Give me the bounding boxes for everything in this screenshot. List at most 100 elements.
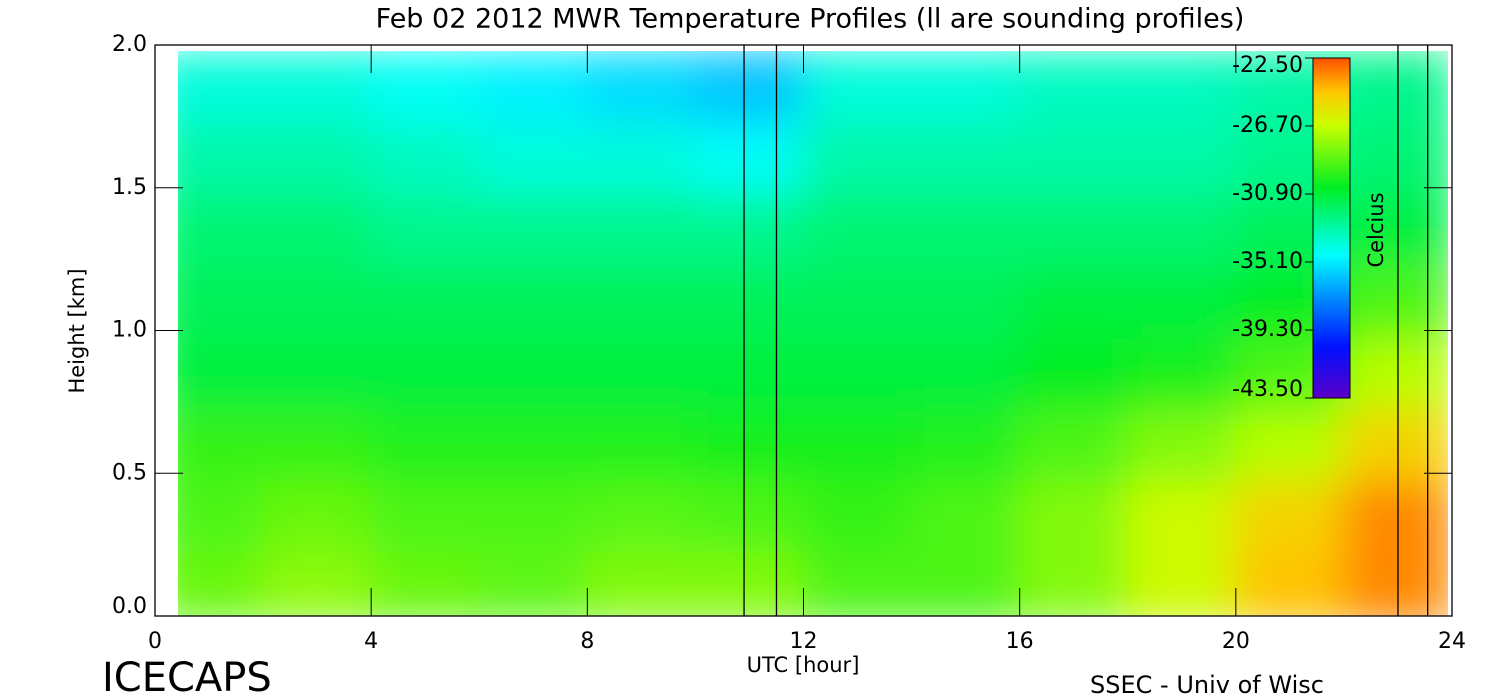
- heat-cell: [910, 122, 1021, 196]
- heat-cell: [178, 336, 265, 411]
- heat-cell: [1342, 336, 1448, 411]
- x-tick-label: 16: [1006, 629, 1034, 654]
- heat-cell: [478, 122, 589, 196]
- footer-right: SSEC - Univ of Wisc: [1090, 671, 1324, 699]
- heat-cell: [478, 51, 589, 125]
- heat-cell: [1126, 193, 1237, 268]
- heat-cell: [802, 265, 913, 339]
- heat-cell: [910, 336, 1021, 411]
- x-tick-label: 4: [364, 629, 378, 654]
- y-tick-label: 0.5: [112, 460, 147, 485]
- heat-cell: [1342, 265, 1448, 339]
- footer-left: ICECAPS: [102, 655, 272, 700]
- heat-cell: [586, 122, 697, 196]
- heat-cell: [586, 193, 697, 268]
- colorbar-tick-label: -39.30: [1232, 317, 1303, 342]
- heat-cell: [694, 51, 805, 125]
- heat-cell: [694, 122, 805, 196]
- heat-cell: [478, 550, 589, 616]
- x-axis-label: UTC [hour]: [747, 653, 860, 677]
- heat-cell: [262, 265, 373, 339]
- x-tick-label: 8: [580, 629, 594, 654]
- heat-cell: [586, 408, 697, 482]
- colorbar-tick-label: -26.70: [1232, 113, 1303, 138]
- heat-cell: [910, 550, 1021, 616]
- heat-cell: [910, 193, 1021, 268]
- heat-cell: [586, 265, 697, 339]
- heat-cell: [586, 51, 697, 125]
- heat-cell: [1234, 550, 1345, 616]
- heat-cell: [370, 336, 481, 411]
- heat-cell: [1234, 479, 1345, 553]
- heat-cell: [802, 122, 913, 196]
- heat-cell: [262, 122, 373, 196]
- x-tick-label: 20: [1222, 629, 1250, 654]
- x-tick-label: 12: [790, 629, 818, 654]
- heat-cell: [370, 550, 481, 616]
- heat-cell: [694, 408, 805, 482]
- heat-cell: [262, 336, 373, 411]
- heat-cell: [478, 193, 589, 268]
- heat-cell: [478, 265, 589, 339]
- heat-cell: [1342, 51, 1448, 125]
- heat-cell: [1342, 122, 1448, 196]
- heat-cell: [178, 408, 265, 482]
- heat-cell: [1018, 265, 1129, 339]
- heat-cell: [694, 550, 805, 616]
- heat-cell: [370, 265, 481, 339]
- heat-cell: [910, 479, 1021, 553]
- y-tick-label: 0.0: [112, 594, 147, 619]
- heat-cell: [1126, 51, 1237, 125]
- heat-cell: [1234, 408, 1345, 482]
- colorbar-tick-label: -35.10: [1232, 249, 1303, 274]
- y-tick-label: 2.0: [112, 32, 147, 57]
- heat-cell: [178, 550, 265, 616]
- heat-cell: [802, 550, 913, 616]
- heat-cell: [478, 336, 589, 411]
- heat-cell: [910, 265, 1021, 339]
- heat-cell: [694, 336, 805, 411]
- heat-cell: [586, 550, 697, 616]
- heat-cell: [370, 193, 481, 268]
- heat-cell: [1126, 550, 1237, 616]
- y-axis-label: Height [km]: [65, 268, 89, 393]
- heat-cell: [262, 193, 373, 268]
- heat-cell: [478, 479, 589, 553]
- heat-cell: [1018, 479, 1129, 553]
- colorbar-tick-label: -30.90: [1232, 181, 1303, 206]
- heat-cell: [694, 479, 805, 553]
- heat-cell: [1018, 193, 1129, 268]
- heat-cell: [1342, 550, 1448, 616]
- heatmap: [178, 51, 1448, 616]
- heat-cell: [1342, 408, 1448, 482]
- heat-cell: [478, 408, 589, 482]
- heat-cell: [1018, 122, 1129, 196]
- heat-cell: [262, 408, 373, 482]
- heat-cell: [586, 336, 697, 411]
- heat-cell: [1342, 479, 1448, 553]
- heat-cell: [1018, 408, 1129, 482]
- heat-cell: [370, 122, 481, 196]
- heat-cell: [694, 265, 805, 339]
- heat-cell: [802, 479, 913, 553]
- heat-cell: [1126, 479, 1237, 553]
- heat-cell: [910, 408, 1021, 482]
- y-tick-label: 1.0: [112, 318, 147, 343]
- x-tick-label: 24: [1438, 629, 1466, 654]
- heat-cell: [370, 51, 481, 125]
- heat-cell: [178, 122, 265, 196]
- heat-cell: [1018, 550, 1129, 616]
- heat-cell: [1018, 51, 1129, 125]
- colorbar: [1312, 57, 1351, 399]
- heat-cell: [262, 51, 373, 125]
- overlay: 0 4 8 12 16 20 24 0.0 0.5 1.0 1.5 2.0 -22.50 -26.70 -3…: [112, 32, 1466, 654]
- heat-cell: [178, 51, 265, 125]
- heat-cell: [1342, 193, 1448, 268]
- heat-cell: [370, 408, 481, 482]
- heat-cell: [1126, 336, 1237, 411]
- colorbar-tick-label: -22.50: [1232, 53, 1303, 78]
- heat-cell: [178, 479, 265, 553]
- heat-cell: [586, 479, 697, 553]
- chart-title: Feb 02 2012 MWR Temperature Profiles (ll…: [376, 4, 1245, 35]
